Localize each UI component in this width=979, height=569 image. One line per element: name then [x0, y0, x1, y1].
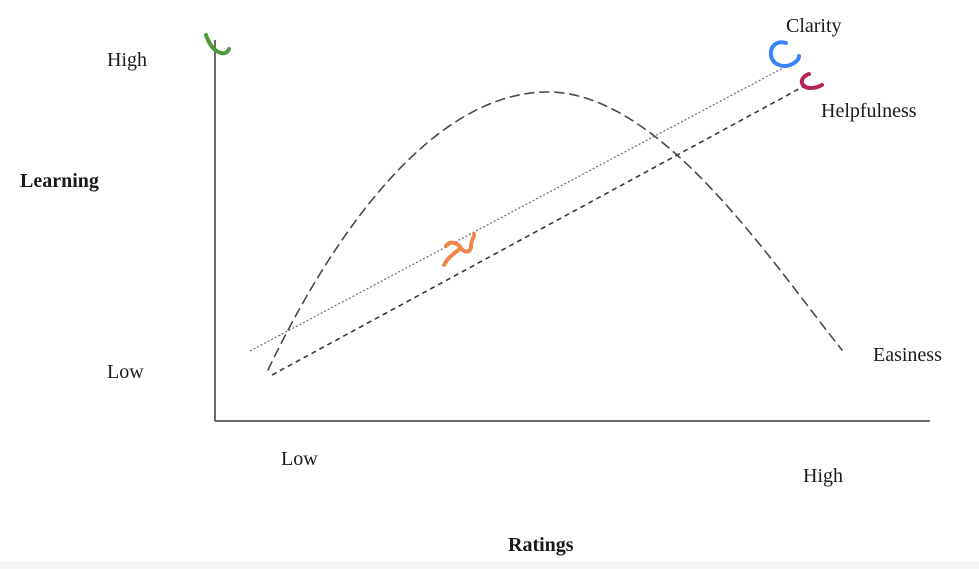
- check-mark-icon: [204, 33, 231, 56]
- helpfulness-label: Helpfulness: [821, 100, 917, 122]
- blue-c-mark-icon: [768, 40, 801, 68]
- clarity-label: Clarity: [786, 15, 842, 37]
- easiness-label: Easiness: [873, 344, 942, 366]
- y-axis-title: Learning: [20, 170, 99, 192]
- bottom-strip: [0, 561, 979, 569]
- orange-tilde-mark-icon: [442, 232, 477, 267]
- red-c-mark-icon: [799, 72, 824, 90]
- y-axis-high-label: High: [107, 49, 147, 71]
- x-axis-title: Ratings: [508, 534, 574, 556]
- easiness-curve: [267, 91, 843, 371]
- y-axis-low-label: Low: [107, 361, 144, 383]
- helpfulness-line: [271, 83, 809, 376]
- x-axis-high-label: High: [803, 465, 843, 487]
- x-axis-low-label: Low: [281, 448, 318, 470]
- clarity-line: [249, 59, 799, 352]
